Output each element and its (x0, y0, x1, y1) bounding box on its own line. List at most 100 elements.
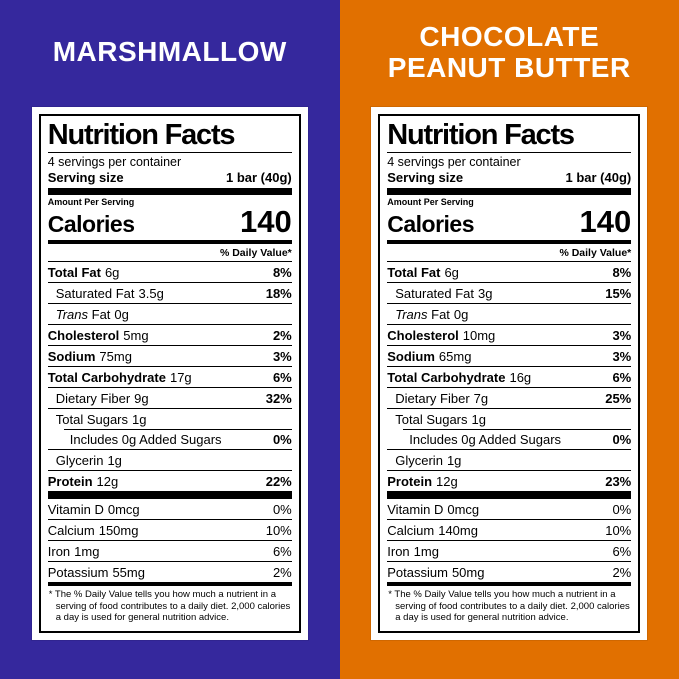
nutrient-name: Cholesterol 5mg (47, 327, 149, 343)
nutrient-row: Includes 0g Added Sugars 0% (48, 429, 292, 449)
daily-value-footnote: * The % Daily Value tells you how much a… (48, 589, 291, 624)
flavor-title-line2: PEANUT BUTTER (387, 52, 631, 83)
nutrient-daily-value: 25% (605, 390, 632, 406)
nutrient-amount: 1g (446, 452, 462, 468)
nutrient-name: Total Carbohydrate 16g (387, 369, 532, 385)
nutrient-row: Sodium 75mg 3% (47, 345, 292, 366)
vitamin-row: Potassium 50mg 2% (387, 561, 632, 582)
vitamin-name: Calcium 150mg (47, 522, 139, 538)
vitamin-daily-value: 6% (272, 543, 292, 559)
nutrient-row: Includes 0g Added Sugars 0% (387, 429, 632, 449)
panel-marshmallow: MARSHMALLOW Nutrition Facts 4 servings p… (0, 0, 340, 679)
nutrient-amount: 0g (114, 306, 129, 322)
nutrient-name: Total Fat 6g (47, 264, 120, 280)
nutrition-facts-heading: Nutrition Facts (47, 119, 236, 151)
nutrient-amount: 12g (436, 473, 458, 489)
nutrient-daily-value: 3% (612, 327, 632, 343)
vitamin-row: Iron 1mg 6% (387, 540, 632, 561)
nutrient-daily-value: 8% (612, 264, 632, 280)
calories-value: 140 (240, 204, 292, 240)
nutrient-amount: 7g (473, 390, 489, 406)
calories-value: 140 (579, 204, 632, 240)
vitamin-amount: 1mg (74, 543, 100, 559)
nutrient-daily-value: 8% (272, 264, 292, 280)
nutrient-row: Dietary Fiber 9g 32% (47, 387, 292, 408)
servings-per-container: 4 servings per container (387, 155, 521, 170)
nutrient-name: Trans Fat 0g (55, 306, 129, 322)
vitamin-amount: 150mg (98, 522, 139, 538)
nutrient-name: Includes 0g Added Sugars (409, 431, 562, 447)
divider-thick (47, 188, 292, 196)
divider-hairline (47, 152, 292, 154)
vitamin-rows: Vitamin D 0mcg 0% Calcium 140mg 10% Iron 1m… (387, 498, 632, 582)
amount-per-serving-label: Amount Per Serving (47, 197, 135, 208)
nutrient-amount: 17g (169, 369, 192, 385)
nutrient-name: Includes 0g Added Sugars (69, 431, 222, 447)
nutrient-amount: 1g (471, 411, 486, 427)
vitamin-name: Vitamin D 0mcg (387, 501, 480, 517)
serving-size-value: 1 bar (40g) (565, 170, 632, 186)
vitamin-amount: 1mg (413, 543, 439, 559)
nutrient-amount: 6g (444, 264, 459, 280)
nutrition-label: Nutrition Facts 4 servings per container… (371, 107, 648, 640)
nutrient-amount: 0g (453, 306, 469, 322)
divider-thick (387, 188, 632, 196)
nutrient-row: Total Carbohydrate 17g 6% (47, 366, 292, 387)
vitamin-name: Iron 1mg (387, 543, 439, 559)
nutrient-name: Protein 12g (47, 473, 119, 489)
vitamin-name: Potassium 50mg (387, 564, 485, 580)
nutrition-label-inner: Nutrition Facts 4 servings per container… (38, 114, 301, 633)
nutrient-name: Saturated Fat 3.5g (55, 285, 164, 301)
nutrient-daily-value: 6% (272, 369, 292, 385)
nutrient-name: Total Carbohydrate 17g (47, 369, 192, 385)
vitamin-amount: 55mg (112, 564, 145, 580)
nutrient-daily-value: 18% (265, 285, 292, 301)
vitamin-row: Calcium 150mg 10% (47, 519, 292, 540)
vitamin-row: Iron 1mg 6% (47, 540, 292, 561)
vitamin-amount: 0mcg (447, 501, 480, 517)
vitamin-row: Vitamin D 0mcg 0% (387, 498, 632, 519)
nutrient-row: Trans Fat 0g (47, 303, 292, 324)
nutrient-amount: 3.5g (138, 285, 164, 301)
serving-size-row: Serving size 1 bar (40g) (387, 169, 631, 188)
nutrient-row: Dietary Fiber 7g 25% (387, 387, 632, 408)
calories-label: Calories (47, 211, 135, 238)
vitamin-daily-value: 6% (612, 543, 632, 559)
vitamin-amount: 0mcg (107, 501, 140, 517)
nutrient-row: Total Fat 6g 8% (47, 261, 292, 282)
nutrient-name: Glycerin 1g (395, 452, 462, 468)
nutrient-daily-value: 2% (272, 327, 292, 343)
divider-thick (387, 491, 632, 499)
nutrient-rows: Total Fat 6g 8% Saturated Fat 3.5g 18% Tra… (47, 261, 292, 491)
nutrient-name: Total Sugars 1g (55, 411, 147, 427)
nutrient-daily-value: 3% (612, 348, 632, 364)
nutrient-amount: 1g (107, 452, 122, 468)
serving-size-label: Serving size (47, 170, 124, 186)
nutrient-name: Saturated Fat 3g (395, 285, 493, 301)
vitamin-amount: 50mg (451, 564, 485, 580)
nutrient-daily-value: 22% (265, 473, 292, 489)
nutrient-amount: 5mg (123, 327, 149, 343)
nutrient-name: Dietary Fiber 7g (395, 390, 489, 406)
flavor-title-marshmallow: MARSHMALLOW (0, 0, 340, 104)
flavor-title-chocolate-peanut-butter: CHOCOLATE PEANUT BUTTER (340, 0, 679, 104)
servings-per-container: 4 servings per container (47, 155, 182, 170)
nutrient-daily-value: 32% (265, 390, 292, 406)
nutrient-name: Sodium 75mg (47, 348, 132, 364)
nutrient-row: Glycerin 1g (47, 449, 292, 470)
daily-value-footnote: * The % Daily Value tells you how much a… (388, 589, 630, 624)
vitamin-daily-value: 2% (272, 564, 292, 580)
vitamin-daily-value: 0% (272, 501, 292, 517)
nutrient-row: Trans Fat 0g (387, 303, 632, 324)
nutrient-row: Total Sugars 1g (387, 408, 632, 429)
vitamin-daily-value: 0% (612, 501, 632, 517)
nutrient-daily-value: 15% (605, 285, 632, 301)
nutrient-amount: 3g (478, 285, 493, 301)
calories-row: Calories 140 (387, 204, 632, 240)
vitamin-row: Calcium 140mg 10% (387, 519, 632, 540)
divider-medium (387, 582, 632, 587)
nutrient-daily-value: 0% (612, 431, 632, 447)
amount-per-serving-label: Amount Per Serving (387, 197, 474, 208)
flavor-title-line1: CHOCOLATE (419, 20, 600, 52)
